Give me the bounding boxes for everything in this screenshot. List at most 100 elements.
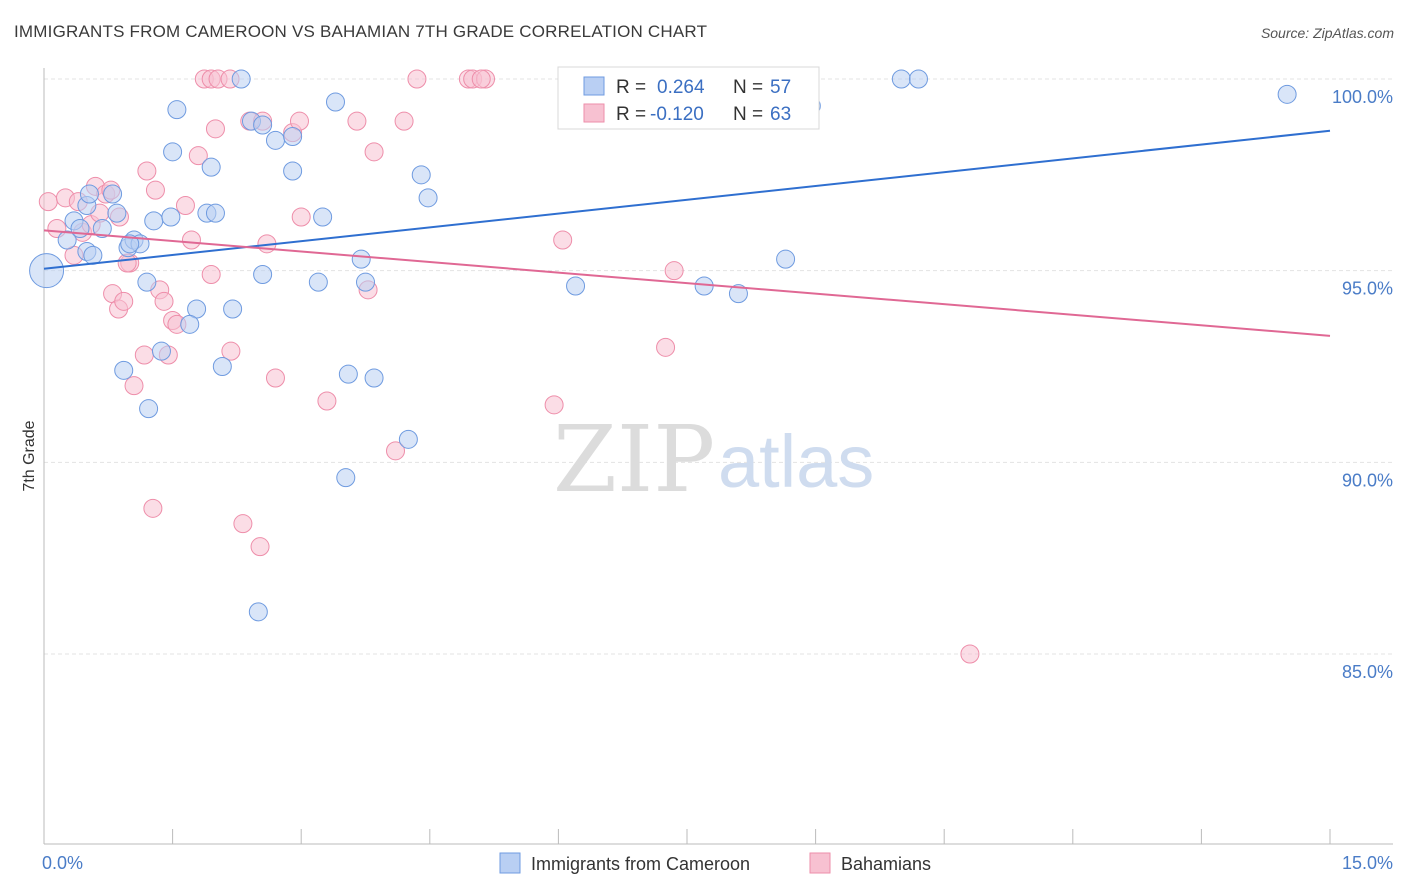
bahamians-point [407,69,427,89]
cameroon-point [418,188,438,208]
y-tick-label: 95.0% [1342,279,1393,299]
cameroon-point [120,234,140,254]
cameroon-point [248,602,268,622]
gridlines [44,78,1393,655]
bahamians-point [265,368,285,388]
cameroon-point [151,341,171,361]
legend-n-label-cameroon: N = [733,77,763,98]
cameroon-point [398,429,418,449]
bahamians-point [201,265,221,284]
cameroon-point [566,276,586,296]
bahamians-point [38,192,58,212]
bahamians-point [175,196,195,215]
cameroon-point [336,468,356,488]
cameroon-point [283,127,303,146]
cameroon-point [92,219,112,238]
y-tick-label: 90.0% [1342,470,1393,490]
legend-swatch-cameroon [583,76,605,96]
chart-title: IMMIGRANTS FROM CAMEROON VS BAHAMIAN 7TH… [14,22,708,41]
y-axis-title: 7th Grade [21,420,38,491]
cameroon-point [253,265,273,284]
cameroon-point [167,100,187,120]
cameroon-point [144,211,164,231]
bahamians-point [250,537,270,557]
bahamians-point [317,391,337,411]
x-axis-ticks [172,829,1331,844]
cameroon-point [107,203,127,223]
legend-r-label-bahamians: R = [616,104,646,125]
bahamians-point [134,345,154,365]
cameroon-point [223,299,243,319]
cameroon-point [283,161,303,181]
trend-line-cameroon [43,129,1331,270]
cameroon-point [891,69,911,89]
x-tick-label-max: 15.0% [1342,853,1393,873]
cameroon-point [265,130,285,150]
bahamians-point [553,230,573,250]
y-tick-label: 85.0% [1342,662,1393,682]
bahamians-point [205,119,225,139]
legend-r-value-bahamians: -0.120 [650,104,704,125]
bahamians-point [291,207,311,227]
correlation-legend: R = 0.264 N = 57 R = -0.120 N = 63 [557,66,820,130]
legend-swatch-bahamians [583,103,605,123]
bahamians-point [471,69,491,89]
bahamians-point [394,111,414,131]
cameroon-point [180,314,200,334]
cameroon-point [1277,84,1297,104]
trend-line-bahamians [43,229,1331,337]
cameroon-point [308,272,328,292]
bahamians-point [124,376,144,396]
cameroon-point [908,69,928,89]
series-legend: Immigrants from Cameroon Bahamians [499,852,931,874]
cameroon-point [114,360,134,380]
cameroon-point [253,115,273,135]
bottom-legend-label-bahamians: Bahamians [841,854,931,874]
series-cameroon-points [29,69,1297,622]
watermark-zip: ZIP [553,406,715,513]
cameroon-point [231,69,251,89]
bahamians-point [181,230,201,250]
cameroon-point [776,249,796,269]
bahamians-point [188,146,208,166]
bahamians-point [154,291,174,311]
cameroon-point [351,249,371,269]
bahamians-point [386,441,406,461]
cameroon-point [325,92,345,112]
bottom-legend-label-cameroon: Immigrants from Cameroon [531,854,750,874]
x-tick-label-min: 0.0% [42,853,83,873]
bahamians-point [544,395,564,415]
cameroon-point [103,184,123,204]
bahamians-point [664,261,684,281]
legend-n-value-bahamians: 63 [770,104,791,125]
source-label: Source: ZipAtlas.com [1260,25,1394,41]
y-tick-labels: 85.0% 90.0% 95.0% 100.0% [1332,87,1393,682]
watermark-atlas: atlas [718,420,874,503]
cameroon-point [212,357,232,376]
cameroon-point [364,368,384,388]
cameroon-point [205,203,225,223]
bahamians-point [960,644,980,664]
cameroon-point [79,184,99,204]
series-bahamians-points [38,69,980,664]
bottom-legend-swatch-bahamians [809,852,831,874]
bahamians-point [137,161,157,181]
bahamians-point [347,111,367,131]
bahamians-point [143,498,163,518]
bahamians-point [233,514,253,534]
cameroon-point [139,399,159,419]
legend-r-value-cameroon: 0.264 [657,77,705,98]
cameroon-point [161,207,181,227]
y-tick-label: 100.0% [1332,87,1393,107]
cameroon-point [137,272,157,292]
cameroon-point [201,157,221,177]
cameroon-point [338,364,358,384]
cameroon-point [411,165,431,185]
legend-n-value-cameroon: 57 [770,77,791,98]
bottom-legend-swatch-cameroon [499,852,521,874]
cameroon-point [313,207,333,227]
cameroon-point [57,230,77,250]
cameroon-point [728,284,748,304]
cameroon-point [29,253,65,289]
